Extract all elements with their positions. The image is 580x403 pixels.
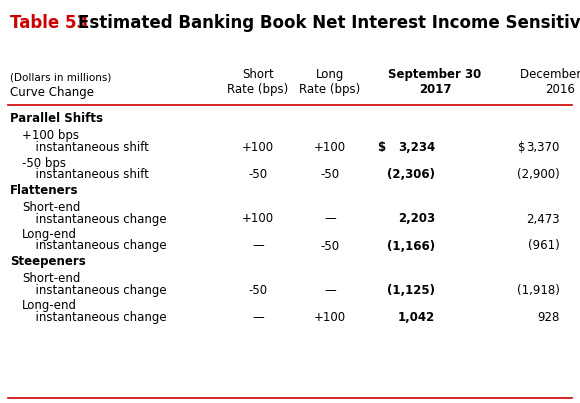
Text: -50: -50 (320, 239, 339, 253)
Text: Short-end: Short-end (22, 201, 81, 214)
Text: Estimated Banking Book Net Interest Income Sensitivity: Estimated Banking Book Net Interest Inco… (78, 14, 580, 32)
Text: (Dollars in millions): (Dollars in millions) (10, 72, 111, 82)
Text: $: $ (518, 141, 525, 154)
Text: instantaneous change: instantaneous change (28, 212, 166, 226)
Text: Flatteners: Flatteners (10, 183, 78, 197)
Text: 2,473: 2,473 (527, 212, 560, 226)
Text: 928: 928 (538, 311, 560, 324)
Text: Short
Rate (bps): Short Rate (bps) (227, 68, 289, 96)
Text: December 31
2016: December 31 2016 (520, 68, 580, 96)
Text: +100: +100 (242, 212, 274, 226)
Text: -50: -50 (248, 284, 267, 297)
Text: instantaneous change: instantaneous change (28, 284, 166, 297)
Text: (1,918): (1,918) (517, 284, 560, 297)
Text: Curve Change: Curve Change (10, 86, 94, 99)
Text: Parallel Shifts: Parallel Shifts (10, 112, 103, 125)
Text: +100: +100 (242, 141, 274, 154)
Text: (2,900): (2,900) (517, 168, 560, 181)
Text: Long
Rate (bps): Long Rate (bps) (299, 68, 361, 96)
Text: +100 bps: +100 bps (22, 129, 79, 143)
Text: instantaneous change: instantaneous change (28, 311, 166, 324)
Text: -50: -50 (248, 168, 267, 181)
Text: 1,042: 1,042 (398, 311, 435, 324)
Text: 2,203: 2,203 (398, 212, 435, 226)
Text: (1,125): (1,125) (387, 284, 435, 297)
Text: —: — (324, 284, 336, 297)
Text: instantaneous change: instantaneous change (28, 239, 166, 253)
Text: 3,234: 3,234 (398, 141, 435, 154)
Text: Steepeners: Steepeners (10, 255, 86, 268)
Text: instantaneous shift: instantaneous shift (28, 141, 149, 154)
Text: +100: +100 (314, 311, 346, 324)
Text: -50 bps: -50 bps (22, 156, 66, 170)
Text: Long-end: Long-end (22, 228, 77, 241)
Text: $: $ (377, 141, 385, 154)
Text: (961): (961) (528, 239, 560, 253)
Text: 3,370: 3,370 (527, 141, 560, 154)
Text: Long-end: Long-end (22, 299, 77, 312)
Text: —: — (324, 212, 336, 226)
Text: —: — (252, 239, 264, 253)
Text: September 30
2017: September 30 2017 (389, 68, 481, 96)
Text: Short-end: Short-end (22, 272, 81, 285)
Text: -50: -50 (320, 168, 339, 181)
Text: (1,166): (1,166) (387, 239, 435, 253)
Text: Table 53: Table 53 (10, 14, 88, 32)
Text: —: — (252, 311, 264, 324)
Text: (2,306): (2,306) (387, 168, 435, 181)
Text: instantaneous shift: instantaneous shift (28, 168, 149, 181)
Text: +100: +100 (314, 141, 346, 154)
